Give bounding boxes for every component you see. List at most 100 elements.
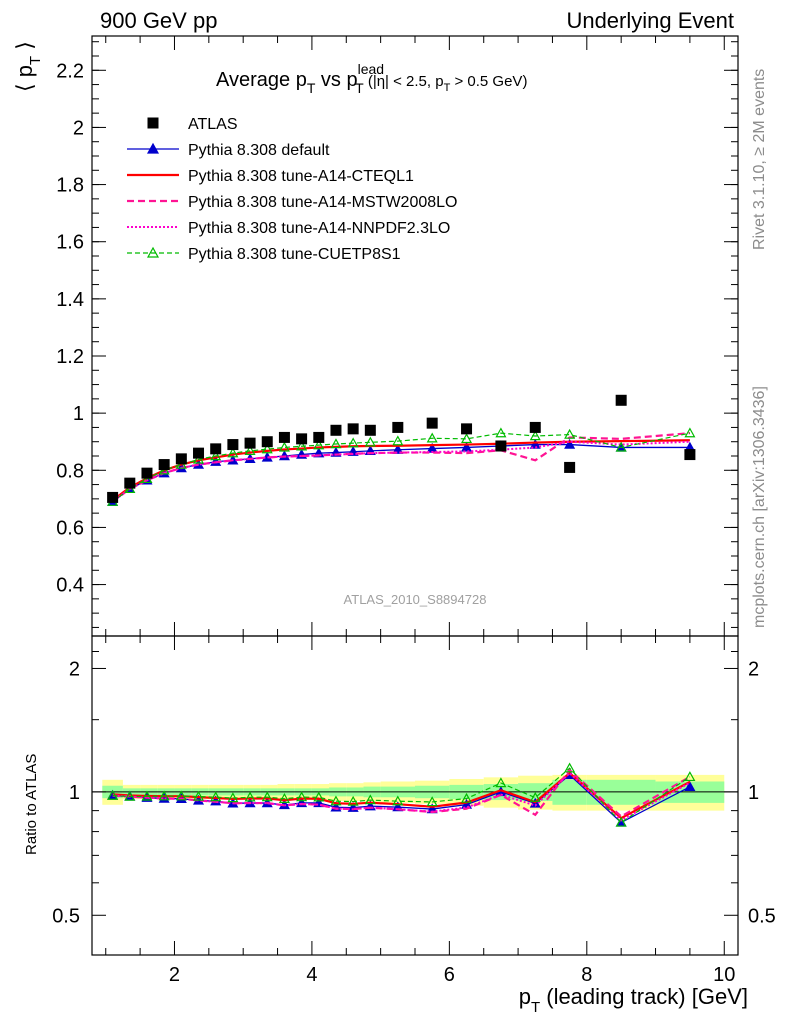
main-marker-cuetp8s1 <box>227 447 239 458</box>
analysis-watermark: ATLAS_2010_S8894728 <box>344 592 487 607</box>
legend: ATLAS Pythia 8.308 default Pythia 8.308 tu… <box>127 116 457 263</box>
main-marker-cuetp8s1 <box>296 440 308 451</box>
ratio-marker-default <box>684 781 696 791</box>
ratio-marker-cuetp8s1 <box>193 790 205 801</box>
ratio-marker-cuetp8s1 <box>278 793 290 803</box>
main-marker-cuetp8s1 <box>330 438 342 449</box>
atlas-data-point <box>461 423 473 435</box>
legend-label: ATLAS <box>188 116 238 133</box>
atlas-data-point <box>261 436 273 448</box>
ratio-y-axis-label: Ratio to ATLAS <box>23 754 40 855</box>
main-marker-default <box>392 443 404 454</box>
legend-item-data: ATLAS <box>147 116 238 133</box>
ratio-marker-cuetp8s1 <box>392 795 404 806</box>
y-tick-label: 0.6 <box>56 517 84 539</box>
y-tick-label: 1.8 <box>56 175 84 197</box>
y-tick-label: 0.4 <box>56 575 84 597</box>
legend-label: Pythia 8.308 tune-A14-CTEQL1 <box>188 168 414 185</box>
main-series-data <box>107 394 696 503</box>
atlas-data-point <box>615 394 627 406</box>
ratio-y-tick-label: 0.5 <box>52 905 80 927</box>
ratio-marker-cuetp8s1 <box>313 791 325 802</box>
main-y-axis-label: ⟨ pT ⟩ <box>12 41 44 92</box>
atlas-data-point <box>141 467 153 479</box>
ratio-series-nnpdf <box>112 771 691 822</box>
legend-item-cuetp8s1: Pythia 8.308 tune-CUETP8S1 <box>127 246 401 263</box>
ratio-marker-cuetp8s1 <box>330 795 342 806</box>
ratio-marker-cuetp8s1 <box>564 762 576 773</box>
atlas-data-point <box>244 437 256 449</box>
ratio-y-tick-label: 1 <box>69 782 80 804</box>
ratio-marker-cuetp8s1 <box>158 790 170 801</box>
ratio-series-cuetp8s1 <box>107 762 696 827</box>
main-marker-cuetp8s1 <box>193 453 205 464</box>
atlas-data-point <box>347 423 359 435</box>
legend-label: Pythia 8.308 tune-A14-MSTW2008LO <box>188 194 457 211</box>
y-tick-label: 2.2 <box>56 60 84 82</box>
atlas-data-point <box>426 417 438 429</box>
main-marker-cuetp8s1 <box>564 428 576 439</box>
y-tick-label: 1 <box>73 403 84 425</box>
main-marker-cuetp8s1 <box>261 443 273 454</box>
ratio-y-tick-label-right: 1 <box>748 782 759 804</box>
mcplots-label: mcplots.cern.ch [arXiv:1306.3436] <box>751 386 768 628</box>
legend-item-mstw: Pythia 8.308 tune-A14-MSTW2008LO <box>127 194 457 211</box>
atlas-data-point <box>495 440 507 452</box>
legend-item-default: Pythia 8.308 default <box>127 142 330 159</box>
atlas-data-point <box>227 439 239 451</box>
main-marker-cuetp8s1 <box>313 439 325 450</box>
atlas-data-point <box>684 449 696 461</box>
ratio-marker-cuetp8s1 <box>684 771 696 782</box>
main-marker-cuetp8s1 <box>278 441 290 452</box>
ratio-marker-cuetp8s1 <box>426 796 438 807</box>
x-tick-label: 6 <box>444 964 455 986</box>
atlas-data-point <box>330 424 342 436</box>
main-marker-cuetp8s1 <box>684 427 696 438</box>
plot-title: Average pT vs plead T (|η| < 2.5, pT > 0.… <box>216 61 527 96</box>
atlas-data-point <box>124 477 136 489</box>
main-marker-default <box>564 438 576 449</box>
atlas-data-point <box>364 424 376 436</box>
legend-item-cteql1: Pythia 8.308 tune-A14-CTEQL1 <box>127 168 414 185</box>
ratio-marker-cuetp8s1 <box>261 791 273 802</box>
main-marker-cuetp8s1 <box>392 435 404 446</box>
ratio-y-tick-label: 2 <box>69 658 80 680</box>
header-left: 900 GeV pp <box>100 8 217 33</box>
x-tick-label: 10 <box>713 964 735 986</box>
ratio-y-tick-label-right: 0.5 <box>748 905 776 927</box>
main-marker-cuetp8s1 <box>347 437 359 448</box>
x-axis-label: pT (leading track) [GeV] <box>519 984 748 1016</box>
legend-marker-default <box>146 142 160 154</box>
main-marker-cuetp8s1 <box>615 441 627 452</box>
x-tick-label: 8 <box>581 964 592 986</box>
ratio-series-mstw <box>112 768 691 818</box>
ratio-marker-cuetp8s1 <box>364 794 376 805</box>
ratio-line-mstw <box>112 768 691 818</box>
y-tick-label: 1.6 <box>56 232 84 254</box>
ratio-marker-cuetp8s1 <box>495 777 507 788</box>
ratio-marker-cuetp8s1 <box>615 816 627 827</box>
ratio-marker-cuetp8s1 <box>244 791 256 802</box>
atlas-data-point <box>158 459 170 471</box>
atlas-data-point <box>107 491 119 503</box>
ratio-marker-cuetp8s1 <box>529 791 541 802</box>
y-tick-label: 1.2 <box>56 346 84 368</box>
ratio-marker-cuetp8s1 <box>347 795 359 806</box>
main-marker-cuetp8s1 <box>426 432 438 443</box>
atlas-data-point <box>210 443 222 455</box>
ratio-panel <box>107 762 696 827</box>
ratio-marker-cuetp8s1 <box>296 791 308 802</box>
ratio-marker-cuetp8s1 <box>461 792 473 803</box>
ratio-marker-cuetp8s1 <box>124 790 136 801</box>
main-marker-cuetp8s1 <box>210 450 222 461</box>
main-marker-cuetp8s1 <box>364 436 376 447</box>
atlas-data-point <box>529 421 541 433</box>
ratio-line-nnpdf <box>112 771 691 822</box>
main-marker-cuetp8s1 <box>529 430 541 441</box>
atlas-data-point <box>313 431 325 443</box>
legend-marker-cuetp8s1 <box>146 246 160 258</box>
legend-label: Pythia 8.308 tune-A14-NNPDF2.3LO <box>188 220 450 237</box>
atlas-data-point <box>175 453 187 465</box>
main-panel <box>107 394 696 506</box>
